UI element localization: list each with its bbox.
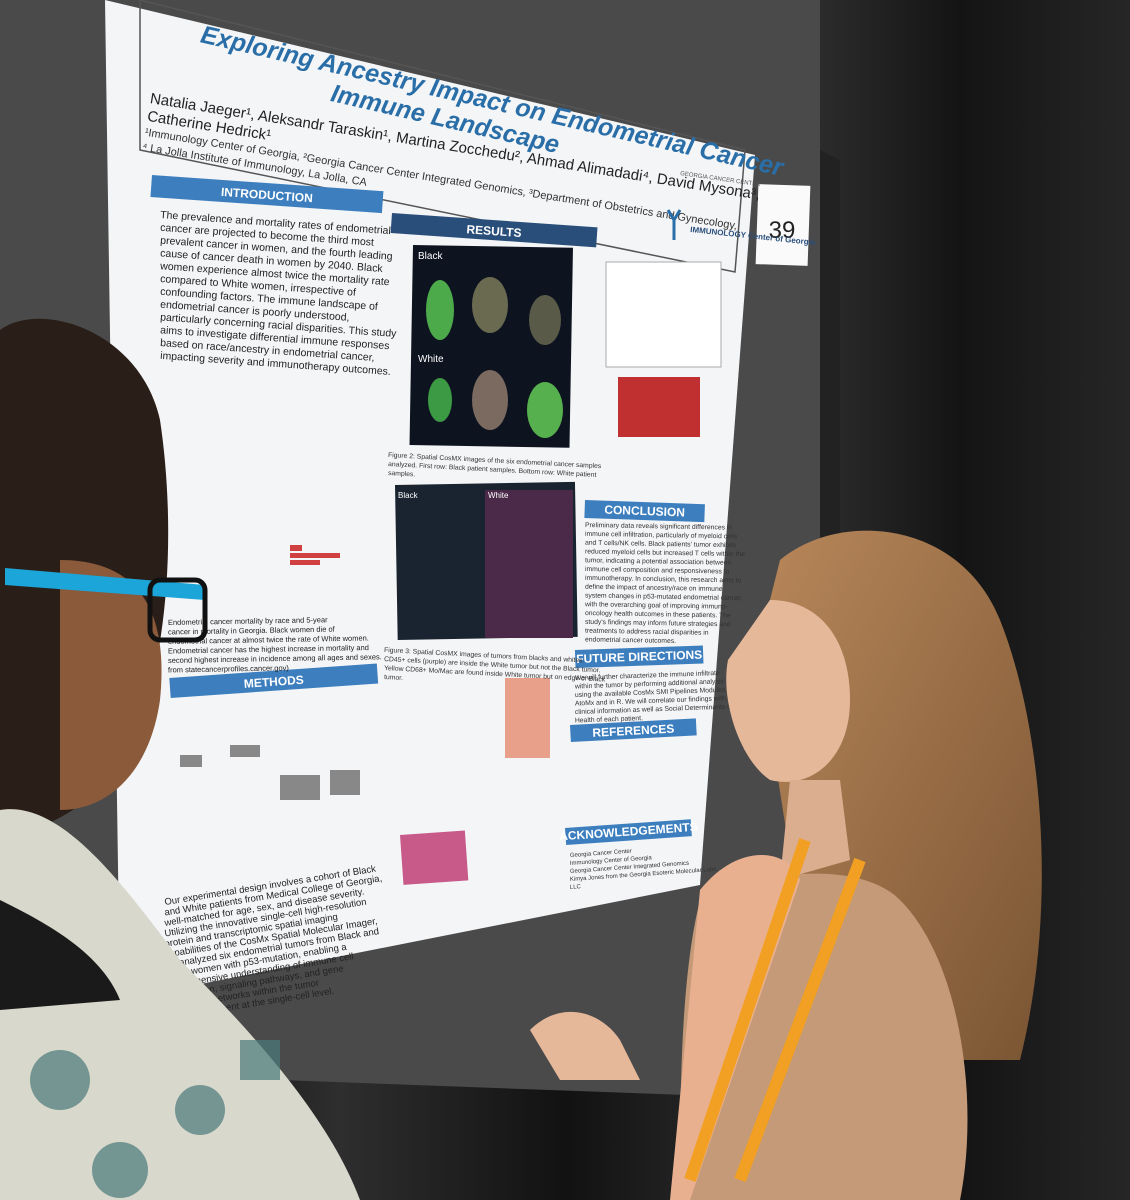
figure-caption: endometrial cancer at almost twice the r… — [168, 633, 369, 646]
conclusion-text: immunotherapy. In conclusion, this resea… — [585, 575, 742, 585]
conclusion-text: system changes in p53-mutated endometria… — [585, 592, 743, 602]
board-number: 39 — [769, 217, 796, 244]
figure-label: White — [488, 491, 509, 500]
logo-icon — [666, 209, 682, 240]
bar-figure — [400, 830, 469, 885]
figure-image — [485, 490, 573, 638]
conclusion-text: with the overarching goal of improving i… — [584, 601, 728, 611]
heatmap — [505, 678, 550, 758]
conclusion-text: define the impact of ancestry/race on im… — [585, 584, 723, 593]
person-hand — [530, 1011, 640, 1080]
section-title: RESULTS — [466, 222, 522, 240]
conclusion-text: study's findings may inform future strat… — [585, 619, 731, 629]
tissue-sample — [472, 370, 508, 430]
figure-label: White — [418, 354, 444, 365]
glasses — [147, 577, 208, 643]
glasses — [5, 568, 205, 600]
future-text: Health of each patient. — [575, 715, 643, 724]
person-face — [726, 600, 850, 782]
section-title: FUTURE DIRECTIONS — [576, 648, 702, 666]
lanyard — [684, 838, 866, 1183]
conclusion-text: and T cells/NK cells. Black patients' tu… — [585, 540, 737, 550]
figure-caption: samples. — [388, 470, 416, 478]
person-shirt — [0, 809, 360, 1200]
conclusion-text: immune cell composition and responsivene… — [585, 566, 730, 576]
section-bar — [570, 718, 697, 742]
section-bar — [565, 819, 692, 845]
figure-image — [618, 377, 700, 437]
conclusion-text: Preliminary data reveals significant dif… — [585, 522, 733, 532]
section-title: REFERENCES — [592, 722, 675, 740]
figure-label: Black — [398, 491, 419, 500]
section-bar — [169, 663, 379, 698]
poster-header-frame — [139, 0, 746, 273]
conclusion-text: reduced myeloid cells but increased T ce… — [585, 548, 745, 558]
conclusion-text: treatments to address racial disparities… — [585, 628, 709, 637]
section-title: INTRODUCTION — [221, 185, 314, 205]
figure-caption: second highest increase in incidence amo… — [168, 652, 382, 665]
conclusion-text: endometrial cancer outcomes. — [585, 636, 676, 645]
figure-image — [605, 261, 722, 368]
section-title: METHODS — [243, 673, 304, 691]
figure-caption: cancer in mortality in Georgia. Black wo… — [168, 625, 336, 637]
ack-text: Georgia Cancer Center — [570, 849, 632, 859]
tissue-sample — [529, 295, 561, 345]
ack-text: Immunology Center of Georgia — [570, 855, 653, 867]
tissue-sample — [527, 382, 563, 438]
person-face — [60, 560, 162, 810]
shirt-pattern — [30, 1040, 280, 1198]
figure-label: Black — [418, 251, 443, 262]
section-bar — [584, 499, 705, 523]
figure-caption: from statecancerprofiles.cancer.gov) — [168, 663, 290, 674]
conclusion-text: immune cell infiltration, particularly o… — [585, 531, 738, 541]
figure-caption: Endometrial cancer mortality by race and… — [168, 615, 328, 627]
conclusion-text: oncology health outcomes in these patien… — [585, 610, 731, 620]
chart-sketch — [290, 545, 340, 565]
conclusion-text: tumor, indicating a potential associatio… — [585, 557, 732, 567]
section-title: CONCLUSION — [604, 503, 685, 520]
ack-text: LLC — [570, 884, 582, 891]
section-bar — [150, 175, 384, 214]
section-headers: INTRODUCTION RESULTS METHODS CONCLUSION … — [150, 175, 705, 845]
section-bar — [390, 212, 598, 248]
figure-caption: tumor. — [384, 674, 403, 682]
backpack-strap — [0, 900, 120, 1010]
tissue-sample — [428, 378, 452, 422]
number-card — [755, 184, 811, 266]
tissue-sample — [426, 280, 454, 340]
tissue-sample — [472, 277, 508, 333]
method-icons — [180, 745, 360, 800]
figure-caption: Endometrial cancer has the highest incre… — [168, 643, 369, 656]
section-bar — [574, 645, 704, 668]
